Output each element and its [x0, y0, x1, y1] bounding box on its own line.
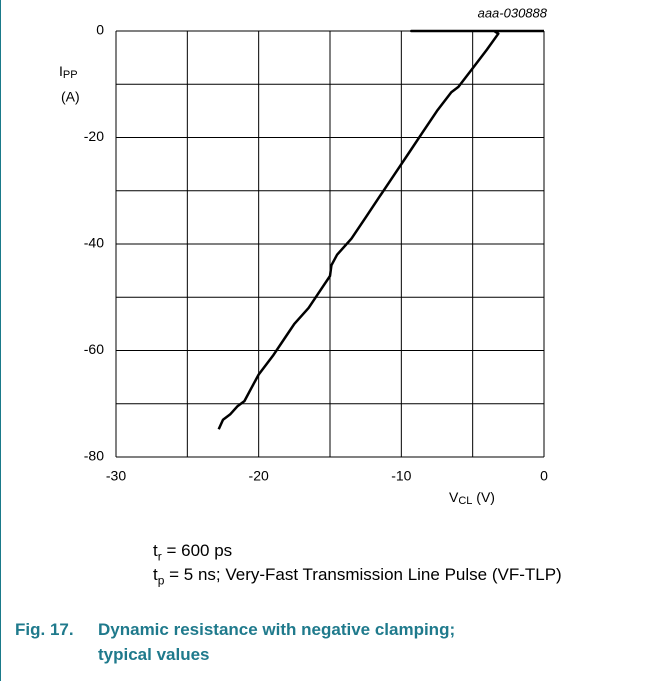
caption: Fig. 17. Dynamic resistance with negative… [15, 620, 456, 664]
y-tick-label: -40 [84, 235, 104, 251]
note: tp = 5 ns; Very-Fast Transmission Line P… [153, 565, 562, 588]
x-tick-label: 0 [540, 468, 548, 484]
y-axis-unit: (A) [61, 89, 80, 105]
chart-id: aaa-030888 [478, 5, 548, 20]
note: tr = 600 ps [153, 541, 233, 564]
data-line [217, 29, 544, 430]
y-tick-label: -80 [84, 448, 104, 464]
y-tick-label: 0 [96, 22, 104, 38]
x-axis-label: VCL (V) [449, 489, 495, 507]
x-tick-label: -10 [391, 468, 411, 484]
x-tick-label: -30 [106, 468, 126, 484]
y-axis-label: IPP [59, 63, 78, 81]
y-tick-label: -60 [84, 341, 104, 357]
x-tick-label: -20 [249, 468, 269, 484]
y-tick-label: -20 [84, 128, 104, 144]
